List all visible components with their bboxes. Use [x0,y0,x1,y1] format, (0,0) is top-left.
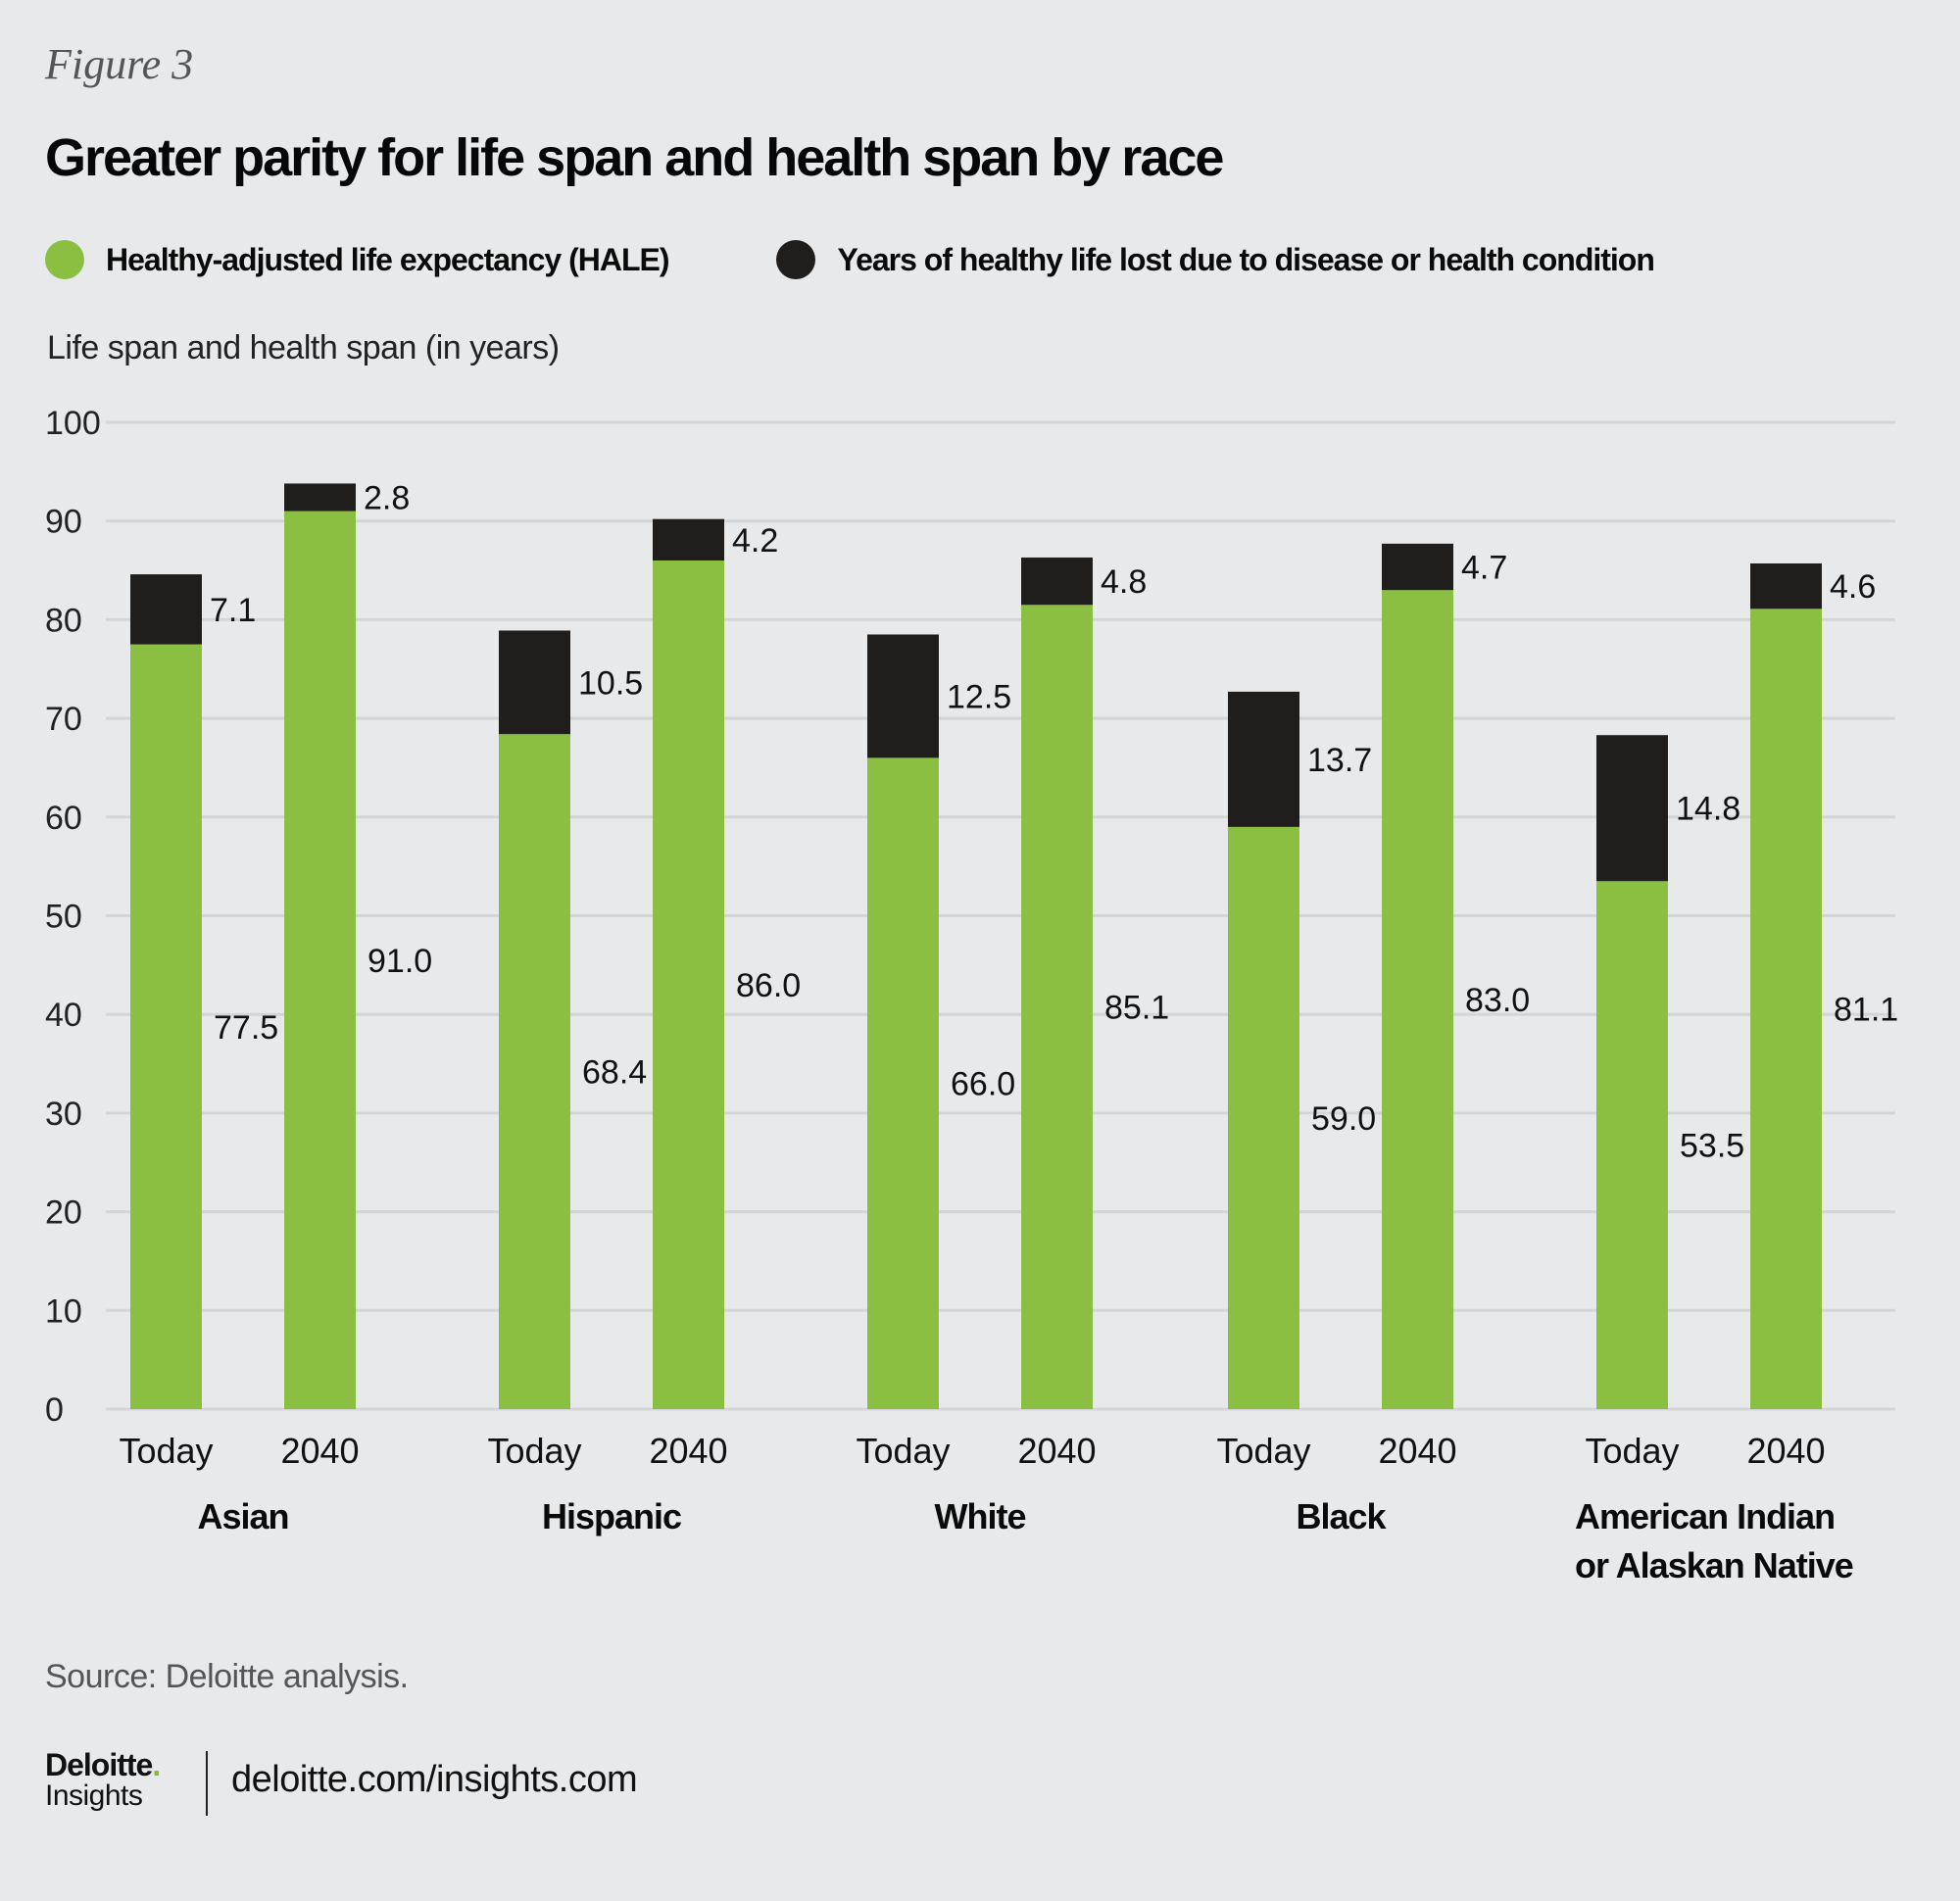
bar-hale [1750,609,1822,1409]
y-tick-label: 30 [45,1096,82,1133]
x-tick-label: Today [1585,1431,1679,1471]
data-label-lost: 12.5 [947,678,1011,715]
y-tick-label: 70 [45,701,82,738]
data-label-lost: 10.5 [578,664,643,702]
legend-item-lost: Years of healthy life lost due to diseas… [776,240,1655,279]
data-label-hale: 86.0 [736,967,801,1004]
x-tick-label: Today [487,1431,581,1471]
y-tick-label: 60 [45,800,82,837]
deloitte-insights-logo: Deloitte. Insights [45,1747,161,1812]
legend: Healthy-adjusted life expectancy (HALE) … [45,240,1762,279]
bar-lost [1382,543,1453,591]
bar-hale [867,757,939,1409]
figure-label: Figure 3 [45,40,194,88]
bar-hale [130,644,202,1409]
data-label-hale: 77.5 [214,1009,278,1047]
bar-hale [1382,590,1453,1409]
x-tick-label: Today [1216,1431,1310,1471]
y-tick-label: 90 [45,504,82,541]
group-label: or Alaskan Native [1575,1545,1853,1585]
y-tick-label: 10 [45,1292,82,1330]
y-tick-label: 0 [45,1391,64,1429]
data-label-hale: 68.4 [582,1054,647,1092]
brand-sub: Insights [45,1779,143,1812]
x-tick-label: 2040 [649,1431,727,1471]
data-label-lost: 4.2 [732,522,778,560]
y-tick-label: 80 [45,602,82,639]
bar-lost [1750,563,1822,609]
brand-divider [206,1751,208,1816]
legend-item-hale: Healthy-adjusted life expectancy (HALE) [45,240,669,279]
data-label-lost: 7.1 [210,592,256,629]
bar-lost [867,634,939,758]
x-tick-label: 2040 [1746,1431,1825,1471]
x-tick-label: 2040 [1378,1431,1456,1471]
data-label-hale: 85.1 [1104,990,1169,1027]
data-label-lost: 4.8 [1101,563,1147,601]
brand-name: Deloitte [45,1747,153,1782]
brand-url: deloitte.com/insights.com [231,1759,638,1800]
legend-swatch-black-icon [776,240,816,279]
y-tick-label: 100 [45,405,101,442]
bar-lost [1021,557,1093,606]
source-note: Source: Deloitte analysis. [45,1658,409,1695]
data-label-lost: 13.7 [1307,742,1372,779]
y-axis-title: Life span and health span (in years) [47,329,560,366]
bar-lost [499,630,570,735]
y-tick-label: 50 [45,899,82,936]
bar-lost [284,483,356,512]
data-label-lost: 4.7 [1461,550,1507,587]
data-label-lost: 2.8 [364,480,410,517]
data-label-hale: 53.5 [1680,1128,1744,1165]
data-label-lost: 4.6 [1830,568,1876,606]
bar-lost [1228,691,1299,827]
x-tick-label: 2040 [1017,1431,1096,1471]
bar-hale [499,734,570,1409]
legend-label: Healthy-adjusted life expectancy (HALE) [106,241,669,277]
y-tick-label: 20 [45,1194,82,1232]
bar-lost [653,518,724,561]
group-label: Asian [197,1496,288,1536]
data-label-hale: 91.0 [368,943,432,980]
x-tick-label: Today [119,1431,213,1471]
group-label: Hispanic [542,1496,681,1536]
data-label-hale: 81.1 [1834,992,1898,1029]
y-tick-label: 40 [45,997,82,1034]
chart-svg: 0 10 20 30 40 50 60 70 80 90 100 77.5 7.1 Today 91.0 2.… [45,405,1898,1585]
group-label: Black [1296,1496,1387,1536]
bar-hale [1596,881,1668,1409]
data-label-hale: 83.0 [1465,982,1530,1019]
data-label-lost: 14.8 [1676,791,1740,828]
x-tick-label: 2040 [280,1431,359,1471]
bar-lost [1596,735,1668,882]
bar-hale [284,511,356,1409]
group-label: American Indian [1575,1496,1835,1536]
data-label-hale: 59.0 [1311,1100,1376,1138]
group-label: White [935,1496,1026,1536]
x-tick-label: Today [856,1431,950,1471]
brand-dot: . [152,1747,161,1782]
chart-title: Greater parity for life span and health … [45,128,1224,187]
legend-swatch-green-icon [45,240,84,279]
bar-hale [1228,826,1299,1409]
bar-hale [1021,605,1093,1409]
bar-lost [130,574,202,645]
legend-label: Years of healthy life lost due to diseas… [837,241,1654,277]
data-label-hale: 66.0 [951,1066,1015,1103]
bar-hale [653,560,724,1409]
